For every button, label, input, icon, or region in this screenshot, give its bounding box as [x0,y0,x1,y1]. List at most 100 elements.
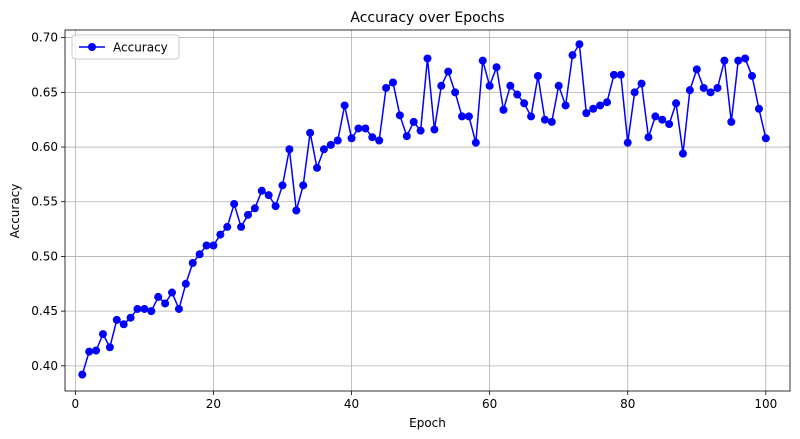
data-point [416,126,425,135]
x-tick-label: 40 [344,397,359,411]
data-point [699,83,708,92]
data-point [616,70,625,79]
data-point [720,56,729,65]
data-point [499,105,508,114]
y-tick-label: 0.65 [31,85,58,99]
data-point [437,81,446,90]
data-point [685,86,694,95]
data-point [202,241,211,250]
data-point [464,112,473,121]
data-point [292,206,301,215]
data-point [181,279,190,288]
data-point [692,65,701,74]
data-point [734,56,743,65]
data-point [368,133,377,142]
data-point [554,81,563,90]
data-point [706,88,715,97]
data-point [347,134,356,143]
data-point [140,304,149,313]
x-tick-label: 20 [206,397,221,411]
data-point [133,304,142,313]
data-point [98,330,107,339]
data-point [513,90,522,99]
data-point [402,132,411,141]
x-tick-label: 100 [754,397,777,411]
data-point [278,181,287,190]
data-point [168,288,177,297]
data-point [741,54,750,63]
data-point [527,112,536,121]
legend: Accuracy [71,34,180,60]
x-axis-title: Epoch [409,416,446,430]
legend-label: Accuracy [113,41,168,55]
y-tick-label: 0.55 [31,195,58,209]
data-point [451,88,460,97]
data-point [285,145,294,154]
data-point [665,120,674,129]
data-point [533,71,542,80]
data-point [713,83,722,92]
data-point [174,304,183,313]
data-point [271,202,280,211]
data-point [147,307,156,316]
data-point [520,99,529,108]
data-point [506,81,515,90]
data-point [458,112,467,121]
data-point [623,138,632,147]
data-point [388,78,397,87]
data-series [78,40,770,379]
data-point [395,111,404,120]
data-point [299,181,308,190]
legend-marker-swatch [88,43,96,51]
data-point [423,54,432,63]
data-point [485,81,494,90]
data-point [319,145,328,154]
data-point [761,134,770,143]
data-point [589,104,598,113]
data-point [361,124,370,133]
y-tick-label: 0.70 [31,31,58,45]
data-point [216,230,225,239]
data-point [112,315,121,324]
data-point [575,40,584,49]
data-point [188,259,197,268]
data-point [78,370,87,379]
x-tick-label: 0 [72,397,80,411]
accuracy-line [81,43,767,375]
data-point [561,101,570,110]
data-point [630,88,639,97]
y-tick-label: 0.60 [31,140,58,154]
data-point [375,136,384,145]
data-point [313,163,322,172]
data-point [603,98,612,107]
data-point [596,101,605,110]
data-point [230,199,239,208]
data-point [478,56,487,65]
legend-box [71,34,180,60]
data-point [195,250,204,259]
data-point [354,124,363,133]
data-point [409,117,418,126]
data-point [250,204,259,213]
data-point [85,347,94,356]
data-point [672,99,681,108]
data-point [651,112,660,121]
plot-frame [64,29,791,392]
axes: 0 20 40 60 80 100 0.40 0.45 0.50 0.55 0.60 0.65 0.70 [31,29,791,411]
data-point [609,70,618,79]
y-tick-label: 0.40 [31,359,58,373]
data-point [326,140,335,149]
data-point [748,71,757,80]
data-point [333,136,342,145]
data-point [658,115,667,124]
data-point [243,210,252,219]
data-point [568,51,577,60]
y-tick-label: 0.45 [31,304,58,318]
data-point [644,133,653,142]
data-point [727,117,736,126]
data-point [547,117,556,126]
data-point [340,101,349,110]
data-point [209,241,218,250]
